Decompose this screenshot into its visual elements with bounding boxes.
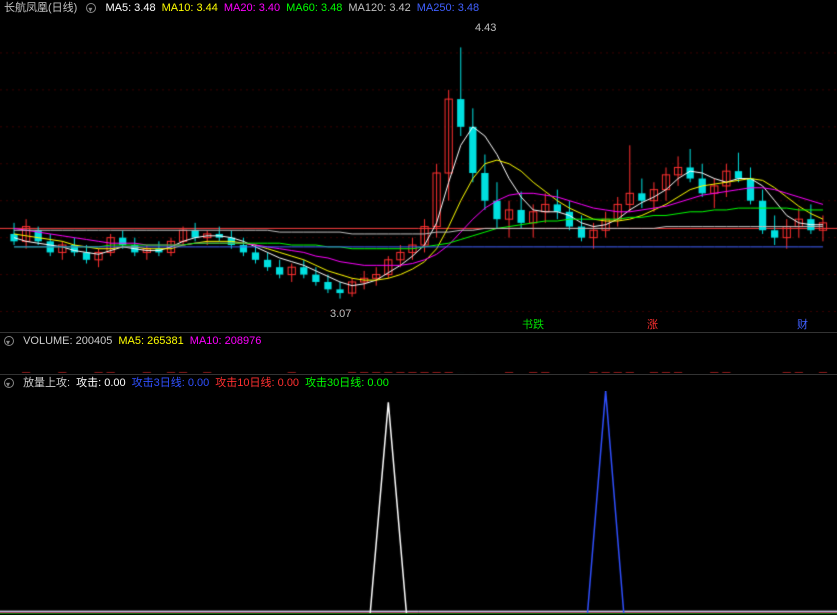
label-MA5: MA5: 3.48 (105, 2, 155, 14)
volume-canvas[interactable] (0, 349, 837, 373)
event-marker[interactable]: 涨 (645, 316, 660, 332)
indicator-header: 放量上攻: 攻击: 0.00 攻击3日线: 0.00 攻击10日线: 0.00 攻击30… (0, 375, 837, 391)
toggle-icon[interactable] (86, 3, 96, 13)
main-header: 长航凤凰(日线) MA5: 3.48 MA10: 3.44 MA20: 3.40 MA… (0, 0, 837, 16)
main-chart-panel[interactable]: 长航凤凰(日线) MA5: 3.48 MA10: 3.44 MA20: 3.40 MA… (0, 0, 837, 330)
event-marker[interactable]: 财 (795, 316, 810, 332)
stock-title: 长航凤凰(日线) (4, 2, 77, 14)
label-VOLUME: VOLUME: 200405 (23, 335, 112, 347)
label-MA10: MA10: 208976 (190, 335, 262, 347)
label-攻击30日线: 攻击30日线: 0.00 (305, 377, 389, 389)
label-MA5: MA5: 265381 (118, 335, 183, 347)
toggle-icon[interactable] (4, 336, 14, 346)
label-MA20: MA20: 3.40 (224, 2, 280, 14)
indicator-panel[interactable]: 放量上攻: 攻击: 0.00 攻击3日线: 0.00 攻击10日线: 0.00 攻击30… (0, 374, 837, 614)
label-攻击10日线: 攻击10日线: 0.00 (215, 377, 299, 389)
volume-header: VOLUME: 200405 MA5: 265381 MA10: 208976 (0, 333, 837, 349)
label-MA250: MA250: 3.48 (417, 2, 479, 14)
label-放量上攻: 放量上攻: (23, 377, 70, 389)
label-MA60: MA60: 3.48 (286, 2, 342, 14)
label-MA120: MA120: 3.42 (348, 2, 410, 14)
toggle-icon[interactable] (4, 378, 14, 388)
candlestick-canvas[interactable] (0, 16, 837, 330)
event-marker[interactable]: 书跌 (520, 316, 546, 332)
volume-panel[interactable]: VOLUME: 200405 MA5: 265381 MA10: 208976 (0, 332, 837, 372)
label-攻击: 攻击: 0.00 (76, 377, 126, 389)
label-MA10: MA10: 3.44 (162, 2, 218, 14)
indicator-canvas[interactable] (0, 391, 837, 615)
label-攻击3日线: 攻击3日线: 0.00 (132, 377, 210, 389)
